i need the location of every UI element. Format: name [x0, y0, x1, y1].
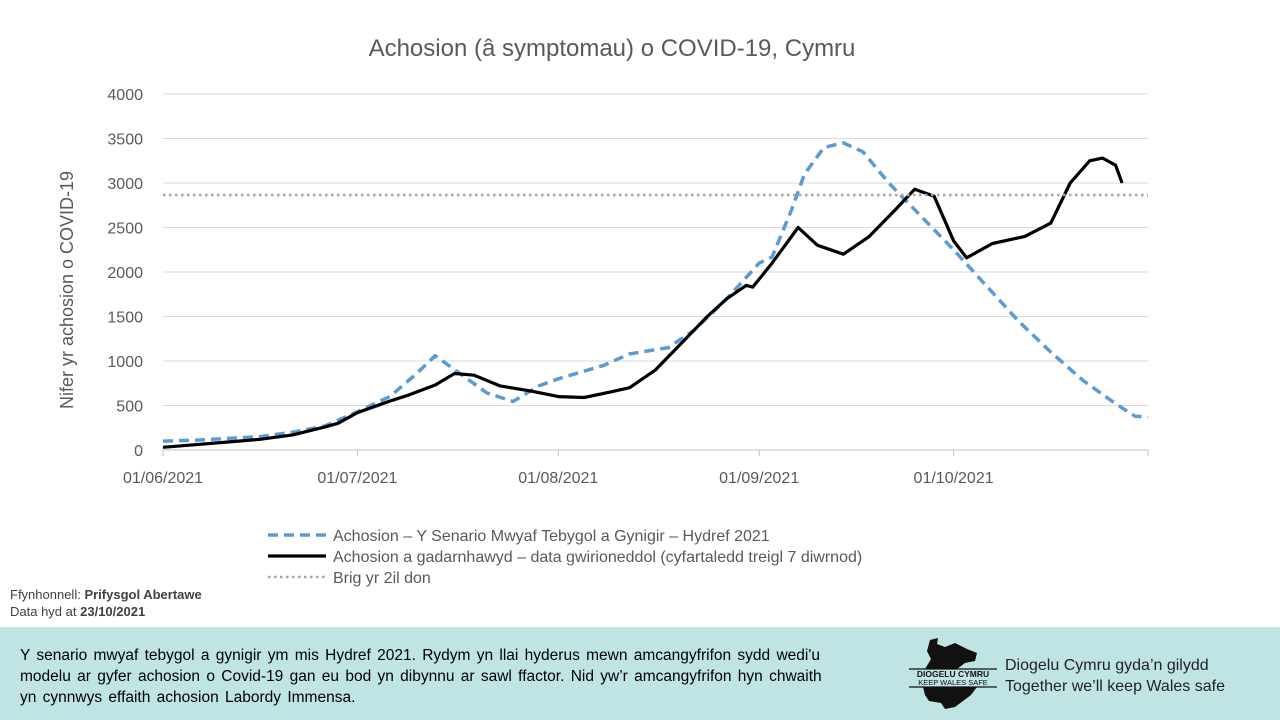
date-label: Data hyd at [10, 604, 77, 619]
source-line: Ffynhonnell: Prifysgol Abertawe [10, 587, 202, 602]
y-tick-label: 500 [116, 399, 143, 416]
series-line [162, 141, 1149, 443]
data-date: 23/10/2021 [80, 604, 146, 619]
date-line: Data hyd at 23/10/2021 [10, 604, 145, 619]
x-tick-label: 01/09/2021 [719, 470, 799, 487]
y-tick-label: 0 [134, 443, 143, 460]
y-tick-label: 3000 [107, 176, 143, 193]
x-tick-label: 01/08/2021 [518, 470, 598, 487]
chart-title: Achosion (â symptomau) o COVID-19, Cymru [369, 35, 856, 62]
y-axis-label: Nifer yr achosion o COVID-19 [57, 171, 77, 409]
series-line [162, 156, 1124, 449]
legend: Achosion – Y Senario Mwyaf Tebygol a Gyn… [268, 528, 862, 587]
footer-note: Y senario mwyaf tebygol a gynigir ym mis… [20, 647, 822, 706]
y-tick-label: 2000 [107, 265, 143, 282]
y-tick-label: 2500 [107, 221, 143, 238]
keep-wales-safe-logo: DIOGELU CYMRU KEEP WALES SAFE [909, 638, 997, 709]
legend-label: Brig yr 2il don [333, 570, 431, 587]
chart: Achosion (â symptomau) o COVID-19, Cymru… [57, 35, 1149, 587]
y-tick-label: 4000 [107, 87, 143, 104]
x-tick-label: 01/06/2021 [123, 470, 203, 487]
y-tick-label: 3500 [107, 132, 143, 149]
y-tick-label: 1500 [107, 310, 143, 327]
legend-label: Achosion – Y Senario Mwyaf Tebygol a Gyn… [333, 528, 770, 545]
source-label: Ffynhonnell: [10, 587, 81, 602]
source-value: Prifysgol Abertawe [84, 587, 202, 602]
footer-banner: Y senario mwyaf tebygol a gynigir ym mis… [0, 627, 1280, 720]
svg-text:DIOGELU CYMRU: DIOGELU CYMRU [917, 669, 989, 679]
tagline: Diogelu Cymru gyda’n gilydd Together we’l… [1005, 655, 1225, 697]
x-tick-label: 01/10/2021 [914, 470, 994, 487]
tagline-english: Together we’ll keep Wales safe [1005, 678, 1225, 695]
svg-text:KEEP WALES SAFE: KEEP WALES SAFE [918, 678, 988, 687]
y-tick-label: 1000 [107, 354, 143, 371]
legend-label: Achosion a gadarnhawyd – data gwirionedd… [333, 549, 862, 566]
x-tick-label: 01/07/2021 [317, 470, 397, 487]
tagline-welsh: Diogelu Cymru gyda’n gilydd [1005, 657, 1209, 674]
